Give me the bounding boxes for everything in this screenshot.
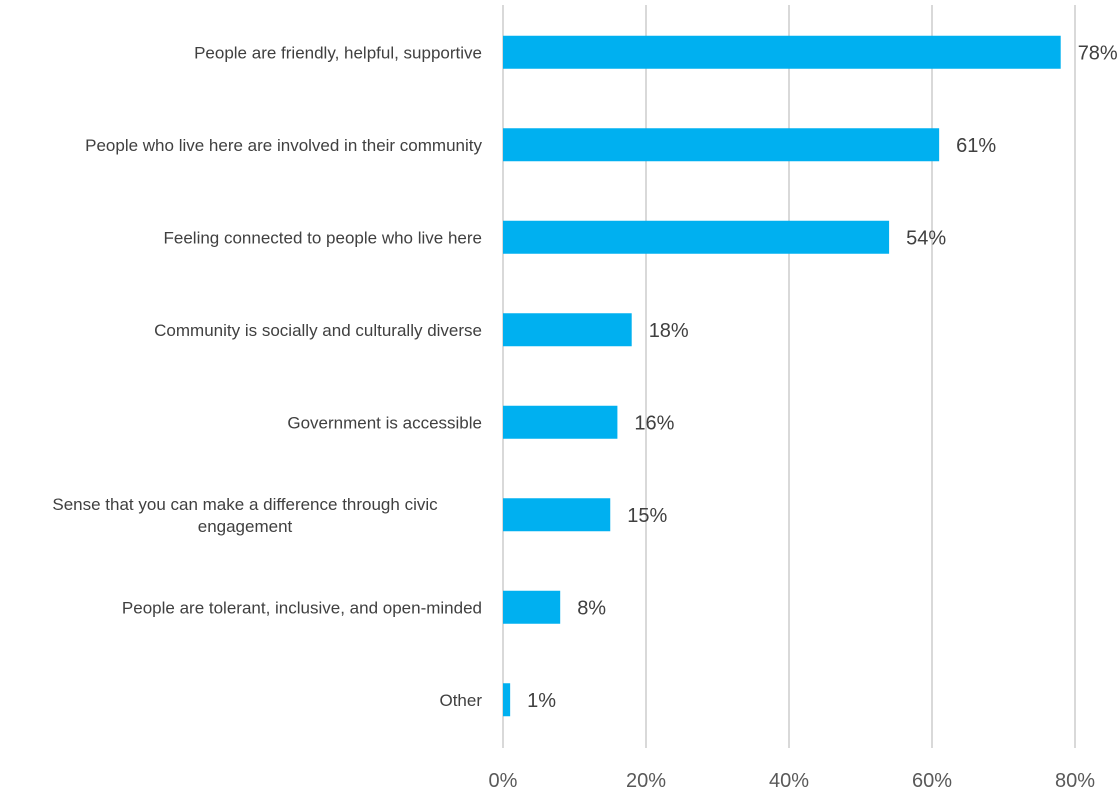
value-label: 16% bbox=[634, 412, 674, 434]
bar bbox=[503, 683, 511, 717]
bar bbox=[503, 220, 890, 254]
x-tick-label: 60% bbox=[912, 770, 952, 792]
category-label: People who live here are involved in the… bbox=[85, 136, 482, 155]
grid-lines bbox=[502, 5, 1076, 748]
x-tick-label: 80% bbox=[1055, 770, 1095, 792]
value-label: 1% bbox=[527, 690, 556, 712]
category-label: Community is socially and culturally div… bbox=[154, 321, 482, 340]
bar bbox=[503, 313, 632, 347]
value-labels: 78% 61% 54% 18% 16% 15% 8% 1% bbox=[527, 42, 1118, 712]
value-label: 15% bbox=[627, 505, 667, 527]
bars bbox=[503, 35, 1061, 717]
value-label: 54% bbox=[906, 227, 946, 249]
value-label: 61% bbox=[956, 135, 996, 157]
category-label: Other bbox=[439, 691, 482, 710]
x-tick-label: 20% bbox=[626, 770, 666, 792]
category-label: Government is accessible bbox=[287, 413, 482, 432]
bar bbox=[503, 498, 611, 532]
x-tick-label: 40% bbox=[769, 770, 809, 792]
bar bbox=[503, 590, 561, 624]
bar bbox=[503, 35, 1061, 69]
x-axis-tick-labels: 0% 20% 40% 60% 80% bbox=[489, 770, 1096, 792]
category-label: Feeling connected to people who live her… bbox=[164, 228, 483, 247]
category-label: People are friendly, helpful, supportive bbox=[194, 43, 482, 62]
category-label: Sense that you can make a difference thr… bbox=[52, 495, 438, 536]
value-label: 8% bbox=[577, 597, 606, 619]
category-labels: People are friendly, helpful, supportive… bbox=[52, 43, 482, 710]
bar bbox=[503, 405, 618, 439]
value-label: 78% bbox=[1078, 42, 1118, 64]
category-label: People are tolerant, inclusive, and open… bbox=[122, 598, 482, 617]
value-label: 18% bbox=[649, 320, 689, 342]
x-tick-label: 0% bbox=[489, 770, 518, 792]
bar bbox=[503, 128, 940, 162]
